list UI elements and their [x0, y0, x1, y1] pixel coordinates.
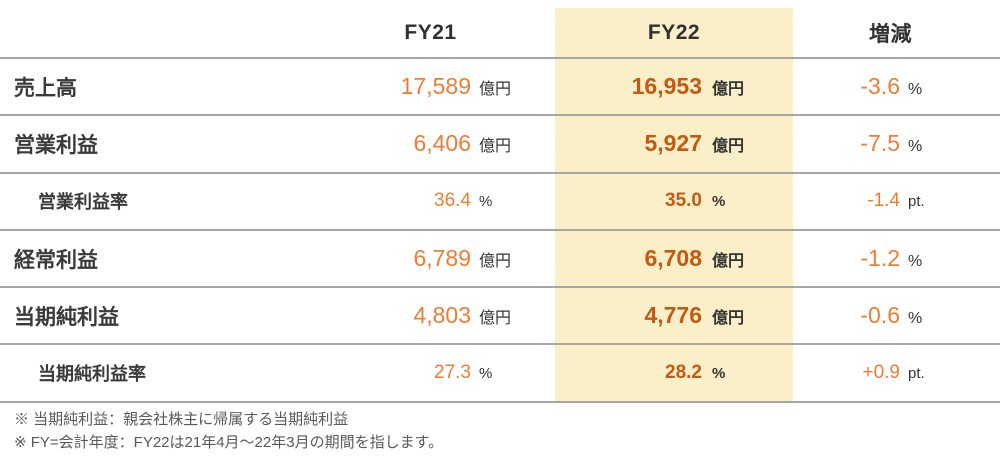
fy22-unit: 億円	[712, 253, 745, 271]
delta-value-cell: -3.6 %	[793, 73, 1000, 100]
fy21-value: 4,803	[413, 302, 471, 329]
table-row-net-income: 当期純利益 4,803 億円 4,776 億円 -0.6 %	[0, 288, 1000, 346]
fy21-unit: 億円	[479, 253, 512, 271]
delta-unit: %	[908, 138, 923, 156]
delta-unit: %	[908, 81, 923, 99]
fy21-unit: 億円	[479, 81, 512, 99]
fy21-value: 6,406	[413, 130, 471, 157]
fy22-value-cell: 5,927 億円	[555, 130, 793, 157]
fy21-value-cell: 6,406 億円	[330, 130, 555, 157]
fy22-value: 6,708	[644, 245, 702, 272]
delta-unit: %	[908, 253, 923, 271]
fy21-value: 27.3	[434, 362, 471, 384]
fy22-value-cell: 28.2 %	[555, 362, 793, 384]
row-label: 営業利益	[14, 133, 98, 157]
table-row-operating-margin: 営業利益率 36.4 % 35.0 % -1.4 pt.	[0, 174, 1000, 231]
delta-unit: pt.	[908, 365, 925, 383]
delta-value-cell: +0.9 pt.	[793, 362, 1000, 384]
header-delta: 増減	[869, 22, 912, 46]
fy22-unit: 億円	[712, 81, 745, 99]
fy21-value-cell: 27.3 %	[330, 362, 555, 384]
fy21-value-cell: 4,803 億円	[330, 302, 555, 329]
table-header-row: FY21 FY22 増減	[0, 8, 1000, 59]
fy21-value-cell: 36.4 %	[330, 190, 555, 212]
fy22-unit: %	[712, 193, 726, 211]
table-row-net-margin: 当期純利益率 27.3 % 28.2 % +0.9 pt.	[0, 345, 1000, 403]
fy21-value: 6,789	[413, 245, 471, 272]
fy21-unit: 億円	[479, 138, 512, 156]
row-label: 営業利益率	[38, 192, 128, 213]
delta-value: -3.6	[860, 73, 900, 100]
results-table: FY21 FY22 増減 売上高 17,589 億円 16,953 億円 -3.…	[0, 8, 1000, 403]
fy22-value-cell: 6,708 億円	[555, 245, 793, 272]
delta-value: -1.2	[860, 245, 900, 272]
fy22-value-cell: 16,953 億円	[555, 73, 793, 100]
delta-value-cell: -1.2 %	[793, 245, 1000, 272]
fy21-value: 17,589	[400, 73, 471, 100]
footnote-net-income-definition: ※ 当期純利益：親会社株主に帰属する当期純利益	[14, 411, 349, 428]
fy21-unit: %	[479, 193, 493, 211]
footnote-fiscal-year-definition: ※ FY=会計年度：FY22は21年4月～22年3月の期間を指します。	[14, 434, 444, 451]
table-row-ordinary-profit: 経常利益 6,789 億円 6,708 億円 -1.2 %	[0, 231, 1000, 289]
header-fy21: FY21	[404, 20, 457, 44]
fy21-unit: %	[479, 365, 493, 383]
table-row-revenue: 売上高 17,589 億円 16,953 億円 -3.6 %	[0, 59, 1000, 117]
fy22-unit: 億円	[712, 310, 745, 328]
row-label: 当期純利益率	[38, 364, 146, 385]
delta-value-cell: -7.5 %	[793, 130, 1000, 157]
fy22-value: 4,776	[644, 302, 702, 329]
fy22-value: 5,927	[644, 130, 702, 157]
fy22-value: 35.0	[665, 190, 702, 212]
delta-unit: %	[908, 310, 923, 328]
fy22-value-cell: 4,776 億円	[555, 302, 793, 329]
fy22-value: 16,953	[631, 73, 702, 100]
delta-value: -7.5	[860, 130, 900, 157]
delta-value: +0.9	[862, 362, 900, 384]
delta-value-cell: -0.6 %	[793, 302, 1000, 329]
fy22-unit: %	[712, 365, 726, 383]
row-label: 経常利益	[14, 248, 98, 272]
fy22-value-cell: 35.0 %	[555, 190, 793, 212]
fy21-value-cell: 6,789 億円	[330, 245, 555, 272]
fy21-value: 36.4	[434, 190, 471, 212]
table-row-operating-profit: 営業利益 6,406 億円 5,927 億円 -7.5 %	[0, 116, 1000, 174]
fy22-unit: 億円	[712, 138, 745, 156]
fy21-unit: 億円	[479, 310, 512, 328]
fy21-value-cell: 17,589 億円	[330, 73, 555, 100]
header-fy22: FY22	[647, 20, 701, 44]
fy22-value: 28.2	[665, 362, 702, 384]
delta-value: -0.6	[860, 302, 900, 329]
delta-value: -1.4	[867, 190, 900, 212]
row-label: 当期純利益	[14, 305, 119, 329]
fy22-highlight-band	[555, 8, 793, 403]
row-label: 売上高	[14, 76, 77, 100]
delta-value-cell: -1.4 pt.	[793, 190, 1000, 212]
footnotes: ※ 当期純利益：親会社株主に帰属する当期純利益 ※ FY=会計年度：FY22は2…	[14, 408, 443, 454]
delta-unit: pt.	[908, 193, 925, 211]
